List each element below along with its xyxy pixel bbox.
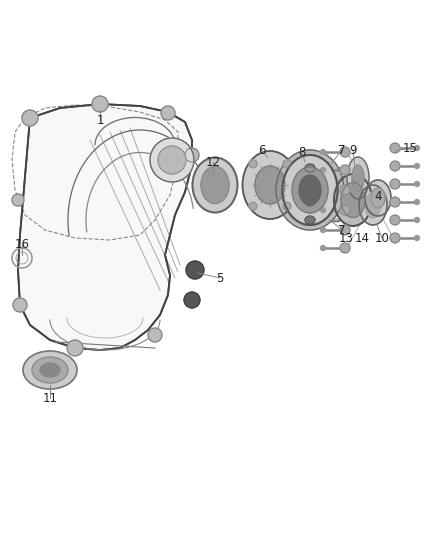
Polygon shape <box>18 104 192 350</box>
Circle shape <box>161 106 175 120</box>
Ellipse shape <box>305 164 315 172</box>
Circle shape <box>184 292 200 308</box>
Circle shape <box>185 148 199 162</box>
Ellipse shape <box>305 181 315 189</box>
Circle shape <box>340 185 350 195</box>
Ellipse shape <box>347 157 369 199</box>
Circle shape <box>321 228 325 232</box>
Text: 10: 10 <box>374 231 389 245</box>
Text: 13: 13 <box>339 231 353 245</box>
Ellipse shape <box>192 157 237 213</box>
Ellipse shape <box>32 357 68 383</box>
Circle shape <box>390 179 400 189</box>
Text: 7: 7 <box>338 223 346 237</box>
Ellipse shape <box>299 175 321 205</box>
Circle shape <box>390 233 400 243</box>
Circle shape <box>283 202 291 210</box>
Text: 12: 12 <box>205 156 220 168</box>
Ellipse shape <box>365 180 391 216</box>
Text: 9: 9 <box>349 143 357 157</box>
Text: 16: 16 <box>14 238 29 252</box>
Circle shape <box>92 96 108 112</box>
Ellipse shape <box>23 351 77 389</box>
Text: 4: 4 <box>374 190 382 203</box>
Circle shape <box>340 205 350 215</box>
Text: 1: 1 <box>96 114 104 126</box>
Circle shape <box>321 149 325 155</box>
Ellipse shape <box>305 216 315 224</box>
Circle shape <box>390 215 400 225</box>
Circle shape <box>414 217 420 222</box>
Circle shape <box>249 202 257 210</box>
Circle shape <box>390 143 400 153</box>
Circle shape <box>158 146 186 174</box>
Circle shape <box>390 197 400 207</box>
Circle shape <box>414 182 420 187</box>
Circle shape <box>340 147 350 157</box>
Text: 8: 8 <box>298 147 306 159</box>
Ellipse shape <box>283 155 338 225</box>
Ellipse shape <box>283 155 338 225</box>
Circle shape <box>340 225 350 235</box>
Text: 11: 11 <box>42 392 57 405</box>
Circle shape <box>321 207 325 213</box>
Ellipse shape <box>352 165 364 191</box>
Circle shape <box>414 236 420 240</box>
Ellipse shape <box>276 150 344 230</box>
Ellipse shape <box>359 185 387 225</box>
Circle shape <box>150 138 194 182</box>
Circle shape <box>321 188 325 192</box>
Text: 15: 15 <box>403 141 417 155</box>
Text: 5: 5 <box>216 271 224 285</box>
Ellipse shape <box>341 182 365 217</box>
Circle shape <box>390 161 400 171</box>
Circle shape <box>340 165 350 175</box>
Circle shape <box>414 199 420 205</box>
Circle shape <box>148 328 162 342</box>
Ellipse shape <box>371 188 385 208</box>
Ellipse shape <box>255 166 285 204</box>
Circle shape <box>321 246 325 251</box>
Ellipse shape <box>365 192 381 218</box>
Ellipse shape <box>243 151 297 219</box>
Ellipse shape <box>201 166 229 204</box>
Circle shape <box>13 298 27 312</box>
Ellipse shape <box>334 174 372 226</box>
Circle shape <box>414 146 420 150</box>
Circle shape <box>67 340 83 356</box>
Circle shape <box>12 194 24 206</box>
Text: 7: 7 <box>338 143 346 157</box>
Ellipse shape <box>305 198 315 206</box>
Circle shape <box>249 160 257 168</box>
Text: 6: 6 <box>258 143 266 157</box>
Ellipse shape <box>292 167 328 213</box>
Circle shape <box>283 160 291 168</box>
Circle shape <box>340 243 350 253</box>
Circle shape <box>321 167 325 173</box>
Text: 14: 14 <box>354 231 370 245</box>
Ellipse shape <box>40 363 60 377</box>
Circle shape <box>414 164 420 168</box>
Circle shape <box>22 110 38 126</box>
Circle shape <box>186 261 204 279</box>
